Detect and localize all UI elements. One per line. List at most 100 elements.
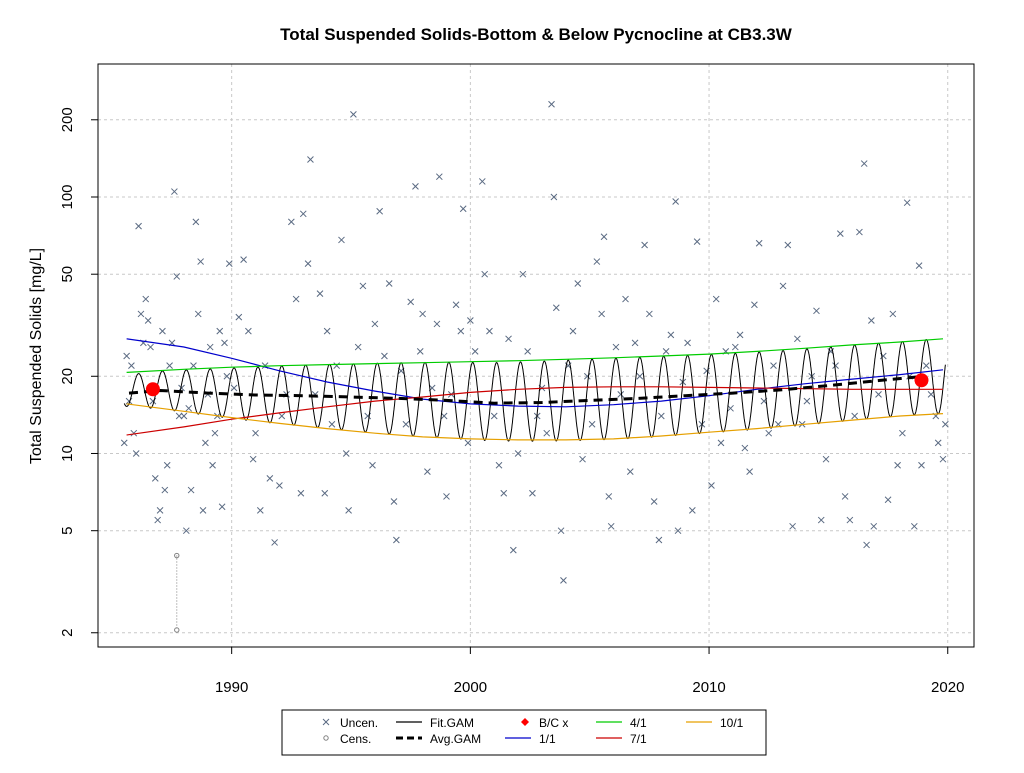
uncensored-point (519, 270, 527, 278)
y-tick-label: 5 (59, 527, 76, 535)
x-mark-stroke (206, 343, 214, 351)
uncensored-point (185, 404, 193, 412)
x-mark-stroke (569, 327, 577, 335)
uncensored-point (662, 348, 670, 355)
uncensored-point (915, 262, 923, 269)
x-mark-stroke (918, 461, 925, 469)
series-10-1-line (126, 403, 944, 441)
uncensored-point (746, 468, 753, 475)
x-mark-stroke (524, 348, 531, 355)
uncensored-point (464, 439, 472, 447)
uncensored-point (304, 260, 312, 267)
uncensored-point (223, 372, 231, 380)
uncensored-point (178, 384, 185, 392)
uncensored-point (863, 541, 870, 549)
uncensored-point (717, 439, 725, 447)
uncensored-point (240, 256, 247, 263)
x-mark-stroke (560, 577, 567, 584)
uncensored-point (142, 295, 150, 303)
x-mark-stroke (910, 522, 918, 530)
x-mark-stroke (746, 468, 753, 475)
x-mark-stroke (717, 439, 725, 447)
x-mark-stroke (598, 310, 605, 318)
x-mark-stroke (424, 468, 431, 475)
uncensored-point (135, 222, 142, 230)
uncensored-point (486, 327, 493, 335)
x-mark-stroke (579, 455, 586, 463)
x-mark-stroke (822, 455, 830, 463)
uncensored-point (147, 343, 154, 351)
plot-frame (97, 63, 975, 648)
uncensored-point (672, 198, 679, 205)
uncensored-point (731, 343, 739, 351)
x-mark-stroke (345, 507, 352, 514)
uncensored-point (657, 412, 665, 420)
uncensored-point (435, 173, 443, 181)
x-mark-stroke (297, 489, 305, 497)
x-mark-stroke (583, 372, 591, 380)
x-mark-stroke (390, 498, 398, 505)
uncensored-point (266, 474, 274, 482)
uncensored-point (342, 450, 350, 457)
grid (98, 64, 974, 647)
x-mark-stroke (605, 493, 613, 500)
x-mark-stroke (139, 339, 147, 347)
x-mark-stroke (803, 397, 811, 405)
x-mark-stroke (435, 173, 443, 181)
uncensored-point (889, 310, 897, 318)
axes: 1990 2000 2010 2020 2 5 10 20 50 100 200 (59, 107, 964, 696)
x-mark-stroke (299, 210, 307, 218)
uncensored-point (495, 461, 503, 469)
x-mark-stroke (856, 228, 863, 236)
x-tick-label: 1990 (215, 679, 248, 696)
x-mark-stroke (934, 439, 942, 447)
fit-gam-line (123, 338, 946, 442)
uncensored-point (505, 335, 512, 343)
uncensored-point (211, 429, 219, 437)
x-mark-stroke (626, 468, 634, 475)
uncensored-point (307, 156, 314, 163)
x-mark-stroke (202, 439, 209, 447)
x-mark-stroke (641, 241, 648, 249)
uncensored-point (607, 522, 615, 530)
x-mark-stroke (187, 486, 195, 494)
uncensored-point (424, 468, 431, 475)
x-mark-stroke (154, 516, 162, 524)
x-mark-stroke (500, 489, 508, 497)
x-mark-stroke (223, 372, 231, 380)
x-mark-stroke (321, 489, 329, 497)
x-mark-stroke (132, 450, 140, 457)
x-mark-stroke (402, 420, 410, 428)
uncensored-point (524, 348, 531, 355)
uncensored-point (299, 210, 307, 218)
uncensored-point (631, 339, 639, 347)
uncensored-point (197, 258, 204, 265)
uncensored-point (509, 546, 517, 554)
x-mark-stroke (304, 260, 312, 267)
x-mark-stroke (457, 327, 465, 335)
x-mark-stroke (333, 362, 341, 370)
x-mark-stroke (519, 270, 527, 278)
legend-item-d7: 7/1 (596, 732, 647, 746)
uncensored-point (144, 317, 152, 324)
x-mark-stroke (185, 404, 193, 412)
x-mark-stroke (416, 348, 424, 355)
x-mark-stroke (163, 461, 171, 469)
x-mark-stroke (182, 527, 190, 535)
uncensored-point (192, 218, 200, 226)
uncensored-point (316, 290, 324, 297)
x-mark-stroke (376, 207, 384, 215)
uncensored-point (190, 362, 197, 370)
x-mark-stroke (245, 327, 252, 335)
uncensored-point (646, 310, 653, 318)
x-mark-stroke (197, 258, 204, 265)
uncensored-point (151, 474, 159, 482)
x-mark-stroke (393, 536, 400, 544)
x-mark-stroke (514, 450, 522, 457)
uncensored-point (161, 486, 169, 494)
x-mark-stroke (128, 362, 135, 370)
uncensored-point (433, 320, 441, 328)
x-mark-stroke (631, 339, 639, 347)
baseline-current-marker (145, 382, 160, 397)
